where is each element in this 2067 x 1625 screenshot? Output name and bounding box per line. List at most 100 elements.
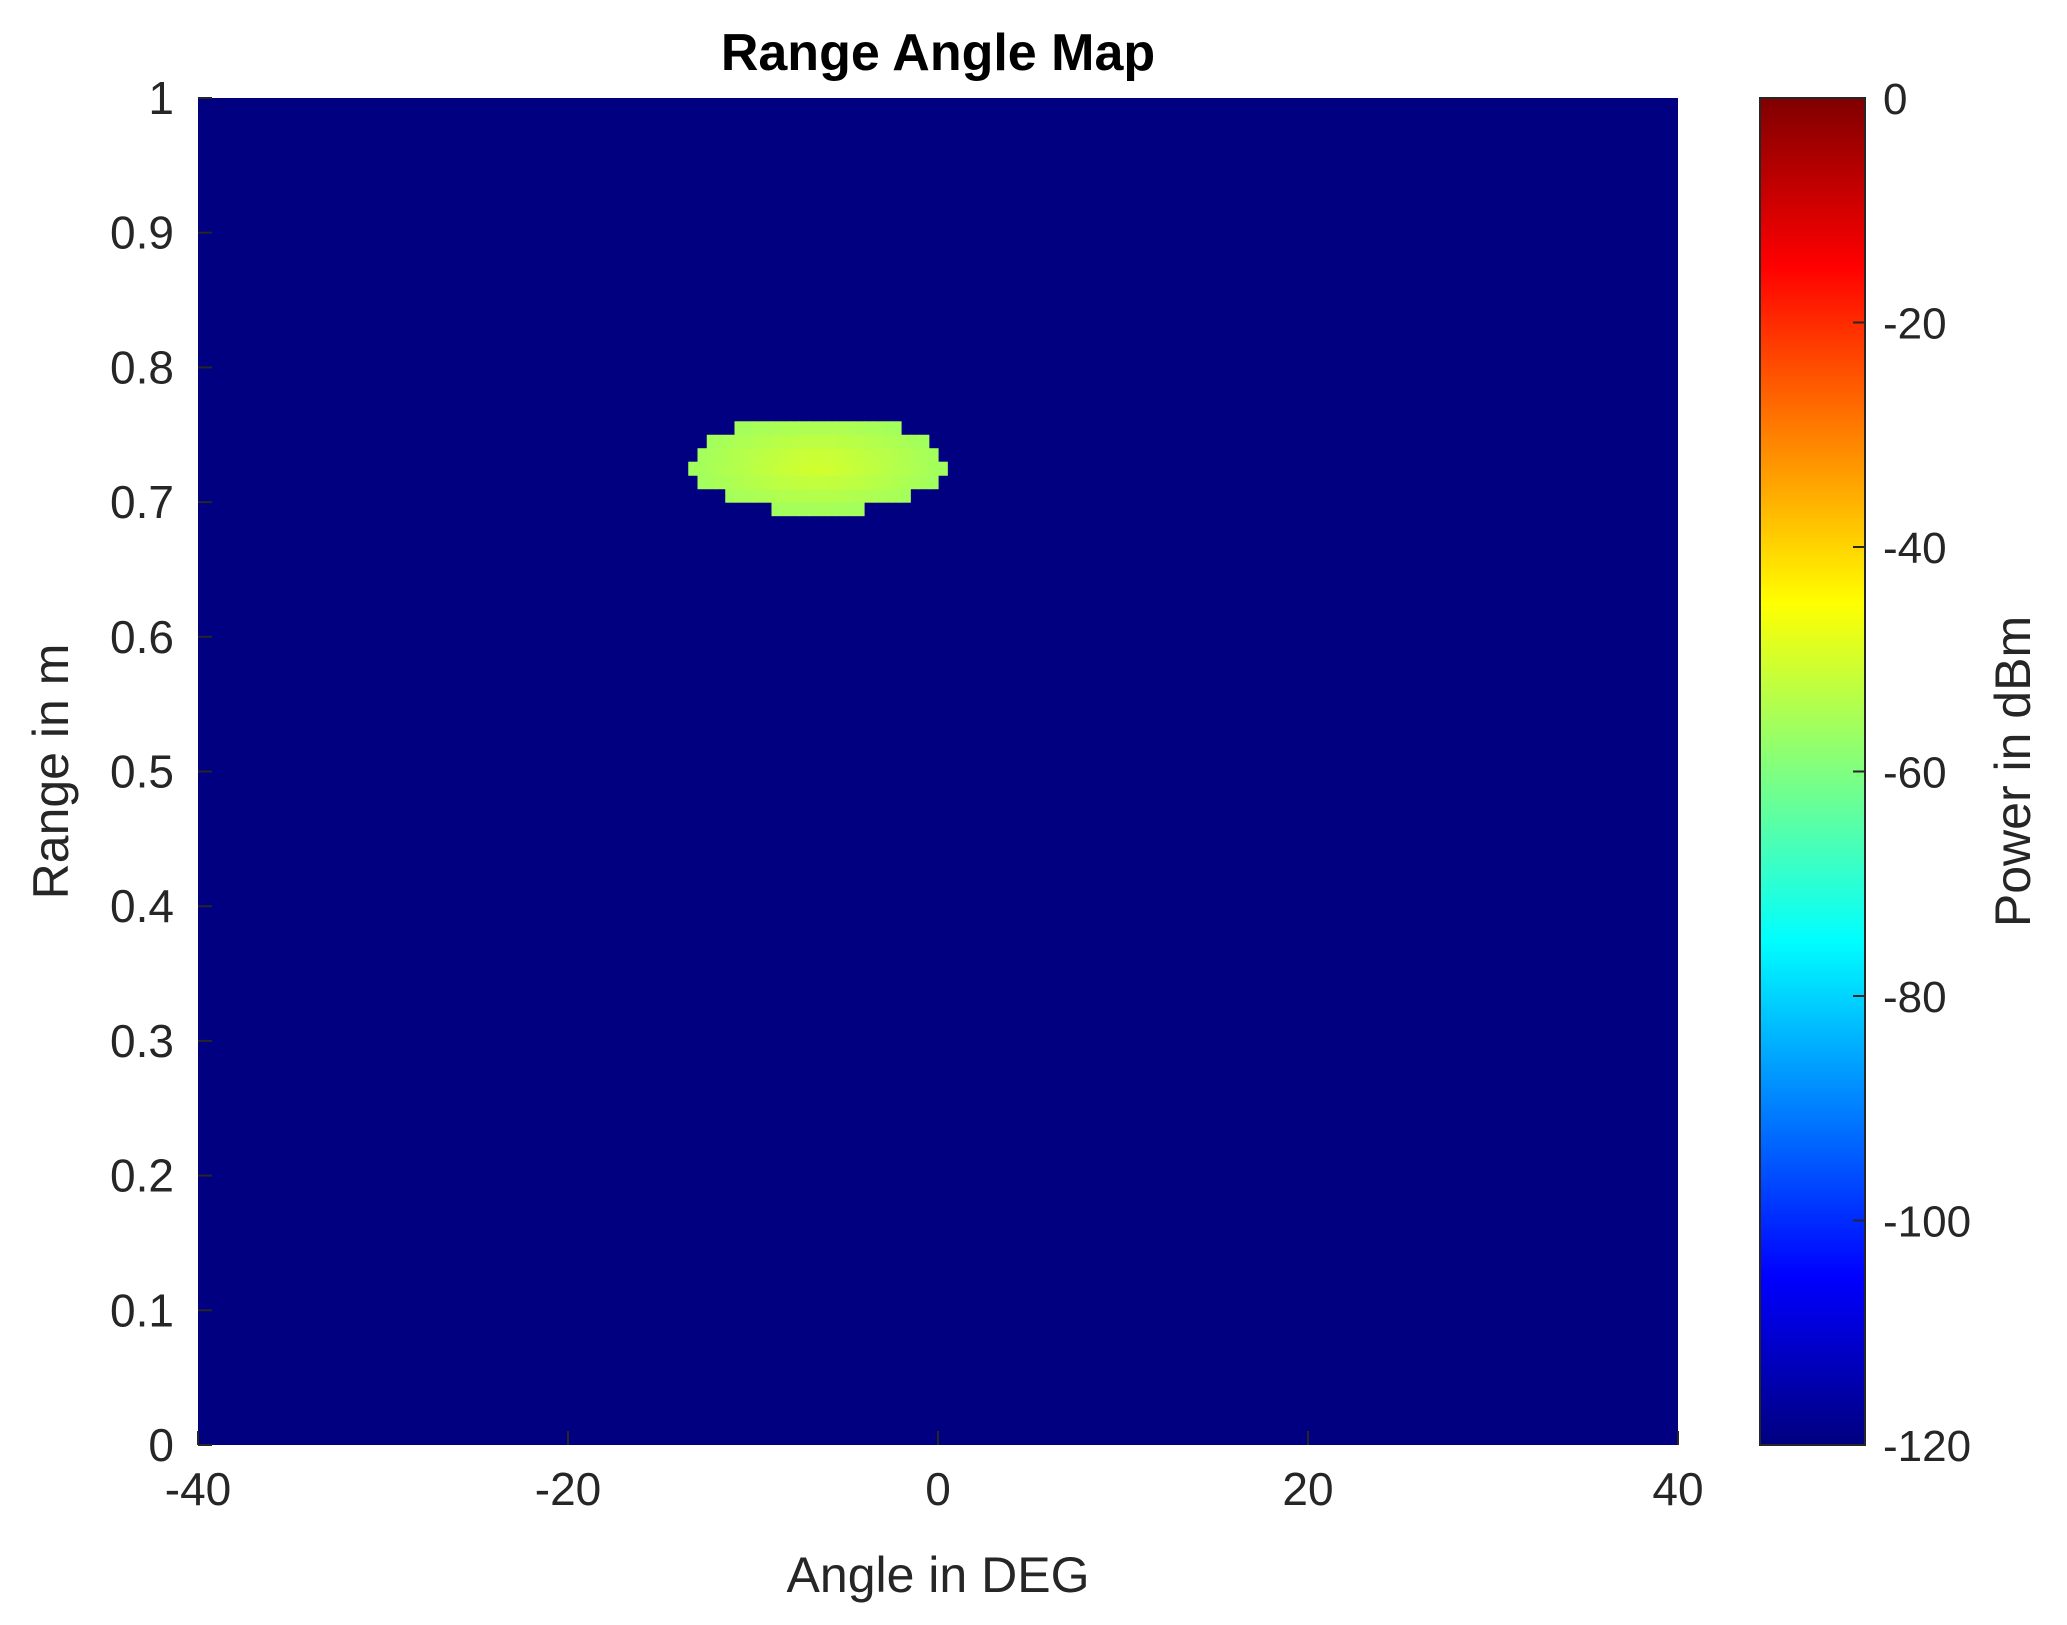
heatmap-cell bbox=[762, 421, 773, 436]
heatmap-cell bbox=[771, 448, 782, 463]
heatmap-cell bbox=[799, 488, 810, 503]
heatmap-cell bbox=[919, 461, 930, 476]
x-tick-label: 40 bbox=[1652, 1463, 1703, 1515]
heatmap-cell bbox=[753, 488, 763, 503]
heatmap-cell bbox=[706, 475, 717, 490]
heatmap-cell bbox=[854, 475, 865, 490]
heatmap-cell bbox=[910, 475, 921, 490]
heatmap-cell bbox=[716, 448, 726, 463]
x-axis-label: Angle in DEG bbox=[787, 1547, 1090, 1603]
heatmap-cell bbox=[873, 434, 884, 449]
heatmap-cell bbox=[919, 448, 930, 463]
heatmap-cell bbox=[762, 461, 773, 476]
heatmap-cell bbox=[901, 434, 911, 449]
y-tick-label: 0.4 bbox=[110, 880, 174, 932]
heatmap-cell bbox=[882, 488, 893, 503]
heatmap-cell bbox=[919, 434, 930, 449]
heatmap-cell bbox=[891, 434, 902, 449]
y-tick-label: 0.3 bbox=[110, 1015, 174, 1067]
heatmap-cell bbox=[845, 434, 856, 449]
colorbar-ticks: 0 -20 -40 -60 -80 -100 -120 bbox=[1853, 75, 1971, 1471]
y-tick-label: 1 bbox=[148, 72, 174, 124]
heatmap-background bbox=[198, 98, 1678, 1445]
y-tick-label: 0.8 bbox=[110, 341, 174, 393]
heatmap-cell bbox=[808, 434, 819, 449]
heatmap-cell bbox=[854, 488, 865, 503]
colorbar-tick-label: 0 bbox=[1883, 75, 1907, 124]
heatmap-cell bbox=[827, 448, 837, 463]
heatmap-cell bbox=[901, 475, 911, 490]
y-axis-label: Range in m bbox=[23, 644, 79, 900]
heatmap-cell bbox=[734, 488, 745, 503]
heatmap-cell bbox=[697, 461, 708, 476]
colorbar-tick-label: -40 bbox=[1883, 524, 1947, 573]
heatmap-cell bbox=[780, 434, 791, 449]
heatmap-cell bbox=[725, 434, 736, 449]
heatmap-cell bbox=[864, 434, 874, 449]
heatmap-cell bbox=[771, 434, 782, 449]
heatmap-cell bbox=[882, 421, 893, 436]
heatmap-cell bbox=[817, 421, 828, 436]
chart-title: Range Angle Map bbox=[721, 24, 1155, 82]
heatmap-cell bbox=[817, 461, 828, 476]
x-tick-label: -40 bbox=[165, 1463, 231, 1515]
y-tick-label: 0.6 bbox=[110, 611, 174, 663]
heatmap-cell bbox=[771, 461, 782, 476]
heatmap-cell bbox=[753, 448, 763, 463]
heatmap-cell bbox=[882, 475, 893, 490]
heatmap-cell bbox=[799, 448, 810, 463]
heatmap-cell bbox=[817, 488, 828, 503]
heatmap-cell bbox=[799, 434, 810, 449]
heatmap-cell bbox=[762, 434, 773, 449]
heatmap-cell bbox=[817, 502, 828, 517]
heatmap-cell bbox=[790, 502, 800, 517]
colorbar-tick-label: -80 bbox=[1883, 973, 1947, 1022]
heatmap-cell bbox=[836, 461, 847, 476]
heatmap-cell bbox=[799, 461, 810, 476]
heatmap-cell bbox=[771, 421, 782, 436]
heatmap-cell bbox=[762, 448, 773, 463]
heatmap-cell bbox=[827, 475, 837, 490]
heatmap-cell bbox=[938, 461, 948, 476]
heatmap-cell bbox=[836, 434, 847, 449]
heatmap-cell bbox=[864, 488, 874, 503]
y-tick-label: 0.2 bbox=[110, 1150, 174, 1202]
heatmap-cell bbox=[799, 502, 810, 517]
heatmap-cell bbox=[845, 421, 856, 436]
y-tick-label: 0.5 bbox=[110, 746, 174, 798]
colorbar-label: Power in dBm bbox=[1985, 616, 2041, 927]
heatmap-cell bbox=[817, 448, 828, 463]
heatmap-cell bbox=[790, 434, 800, 449]
heatmap-cell bbox=[873, 475, 884, 490]
heatmap-cell bbox=[706, 434, 717, 449]
heatmap-cell bbox=[762, 475, 773, 490]
heatmap-cell bbox=[928, 475, 939, 490]
heatmap-cell bbox=[845, 461, 856, 476]
colorbar: 0 -20 -40 -60 -80 -100 -120 bbox=[1759, 75, 1971, 1471]
heatmap-cell bbox=[790, 421, 800, 436]
heatmap-cell bbox=[706, 461, 717, 476]
y-axis-ticks: 0 0.1 0.2 0.3 0.4 0.5 0.6 0.7 0.8 0.9 1 bbox=[110, 72, 212, 1471]
heatmap-cell bbox=[716, 461, 726, 476]
heatmap-cell bbox=[753, 421, 763, 436]
heatmap-cell bbox=[854, 461, 865, 476]
heatmap-cell bbox=[854, 502, 865, 517]
heatmap-cell bbox=[790, 475, 800, 490]
heatmap-cell bbox=[808, 448, 819, 463]
heatmap-cell bbox=[854, 434, 865, 449]
heatmap-cell bbox=[891, 488, 902, 503]
heatmap-cell bbox=[864, 461, 874, 476]
heatmap-cell bbox=[901, 448, 911, 463]
heatmap-cell bbox=[743, 488, 754, 503]
heatmap-cell bbox=[910, 448, 921, 463]
heatmap-cell bbox=[928, 448, 939, 463]
heatmap-cell bbox=[808, 475, 819, 490]
heatmap-cell bbox=[873, 421, 884, 436]
heatmap-cell bbox=[919, 475, 930, 490]
heatmap-cell bbox=[827, 488, 837, 503]
heatmap-cell bbox=[891, 448, 902, 463]
heatmap-cell bbox=[864, 475, 874, 490]
heatmap-cell bbox=[836, 448, 847, 463]
plot-area bbox=[198, 98, 1678, 1445]
